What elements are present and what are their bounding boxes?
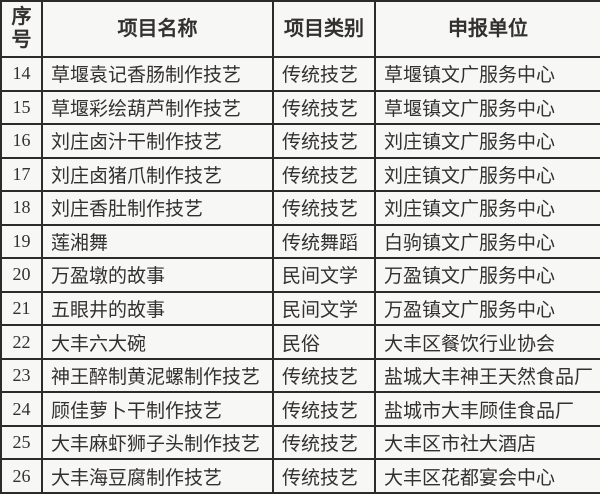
table-row: 22 大丰六大碗 民俗 大丰区餐饮行业协会 (0, 324, 600, 360)
cell-index: 25 (0, 424, 43, 461)
col-header-applicant-unit: 申报单位 (374, 0, 600, 58)
cell-applicant-unit: 白驹镇文广服务中心 (374, 223, 600, 260)
table-row: 26 大丰海豆腐制作技艺 传统技艺 大丰区花都宴会中心 (0, 458, 600, 494)
cell-applicant-unit: 刘庄镇文广服务中心 (374, 156, 600, 193)
cell-index: 18 (0, 190, 43, 226)
header-row: 序号 项目名称 项目类别 申报单位 (0, 0, 600, 58)
cell-applicant-unit: 盐城市大丰顾佳食品厂 (374, 391, 600, 427)
table-row: 25 大丰麻虾狮子头制作技艺 传统技艺 大丰区市社大酒店 (0, 424, 600, 461)
table-row: 20 万盈墩的故事 民间文学 万盈镇文广服务中心 (0, 257, 600, 293)
cell-applicant-unit: 盐城大丰神王天然食品厂 (374, 357, 600, 394)
cell-project-name: 大丰海豆腐制作技艺 (41, 458, 274, 494)
cell-index: 16 (0, 123, 43, 159)
cell-category: 民俗 (272, 324, 376, 360)
cell-index: 26 (0, 458, 43, 494)
cell-category: 传统技艺 (272, 424, 376, 461)
cell-applicant-unit: 万盈镇文广服务中心 (374, 290, 600, 327)
cell-project-name: 顾佳萝卜干制作技艺 (41, 391, 274, 427)
cell-category: 传统技艺 (272, 89, 376, 126)
cell-index: 19 (0, 223, 43, 260)
cell-project-name: 五眼井的故事 (41, 290, 274, 327)
cell-applicant-unit: 大丰区餐饮行业协会 (374, 324, 600, 360)
table-body: 14 草堰袁记香肠制作技艺 传统技艺 草堰镇文广服务中心 15 草堰彩绘葫芦制作技艺 传统技… (0, 56, 600, 494)
cell-category: 传统技艺 (272, 357, 376, 394)
cell-applicant-unit: 大丰区市社大酒店 (374, 424, 600, 461)
cell-applicant-unit: 大丰区花都宴会中心 (374, 458, 600, 494)
table-row: 15 草堰彩绘葫芦制作技艺 传统技艺 草堰镇文广服务中心 (0, 89, 600, 126)
table-row: 24 顾佳萝卜干制作技艺 传统技艺 盐城市大丰顾佳食品厂 (0, 391, 600, 427)
cell-index: 21 (0, 290, 43, 327)
cell-category: 传统舞蹈 (272, 223, 376, 260)
cell-project-name: 草堰彩绘葫芦制作技艺 (41, 89, 274, 126)
cell-index: 17 (0, 156, 43, 193)
cell-index: 22 (0, 324, 43, 360)
cell-project-name: 草堰袁记香肠制作技艺 (41, 56, 274, 92)
cell-category: 传统技艺 (272, 123, 376, 159)
cell-applicant-unit: 刘庄镇文广服务中心 (374, 123, 600, 159)
cell-project-name: 万盈墩的故事 (41, 257, 274, 293)
cell-project-name: 大丰六大碗 (41, 324, 274, 360)
cell-category: 传统技艺 (272, 56, 376, 92)
cell-project-name: 莲湘舞 (41, 223, 274, 260)
cell-category: 传统技艺 (272, 391, 376, 427)
cell-category: 传统技艺 (272, 190, 376, 226)
table-header: 序号 项目名称 项目类别 申报单位 (0, 0, 600, 58)
table-row: 21 五眼井的故事 民间文学 万盈镇文广服务中心 (0, 290, 600, 327)
cell-category: 民间文学 (272, 290, 376, 327)
cell-index: 15 (0, 89, 43, 126)
table-row: 14 草堰袁记香肠制作技艺 传统技艺 草堰镇文广服务中心 (0, 56, 600, 92)
col-header-index: 序号 (0, 0, 43, 58)
cell-applicant-unit: 草堰镇文广服务中心 (374, 89, 600, 126)
table-row: 17 刘庄卤猪爪制作技艺 传统技艺 刘庄镇文广服务中心 (0, 156, 600, 193)
table-row: 19 莲湘舞 传统舞蹈 白驹镇文广服务中心 (0, 223, 600, 260)
cell-index: 20 (0, 257, 43, 293)
cell-applicant-unit: 刘庄镇文广服务中心 (374, 190, 600, 226)
cell-category: 传统技艺 (272, 156, 376, 193)
cell-index: 23 (0, 357, 43, 394)
cell-project-name: 刘庄香肚制作技艺 (41, 190, 274, 226)
cell-project-name: 神王醉制黄泥螺制作技艺 (41, 357, 274, 394)
cell-index: 14 (0, 56, 43, 92)
cell-index: 24 (0, 391, 43, 427)
cell-applicant-unit: 万盈镇文广服务中心 (374, 257, 600, 293)
cell-project-name: 刘庄卤猪爪制作技艺 (41, 156, 274, 193)
table-row: 23 神王醉制黄泥螺制作技艺 传统技艺 盐城大丰神王天然食品厂 (0, 357, 600, 394)
col-header-category: 项目类别 (272, 0, 376, 58)
cell-applicant-unit: 草堰镇文广服务中心 (374, 56, 600, 92)
cell-category: 传统技艺 (272, 458, 376, 494)
table-row: 18 刘庄香肚制作技艺 传统技艺 刘庄镇文广服务中心 (0, 190, 600, 226)
cell-project-name: 刘庄卤汁干制作技艺 (41, 123, 274, 159)
table-row: 16 刘庄卤汁干制作技艺 传统技艺 刘庄镇文广服务中心 (0, 123, 600, 159)
col-header-project-name: 项目名称 (41, 0, 274, 58)
cell-project-name: 大丰麻虾狮子头制作技艺 (41, 424, 274, 461)
cell-category: 民间文学 (272, 257, 376, 293)
